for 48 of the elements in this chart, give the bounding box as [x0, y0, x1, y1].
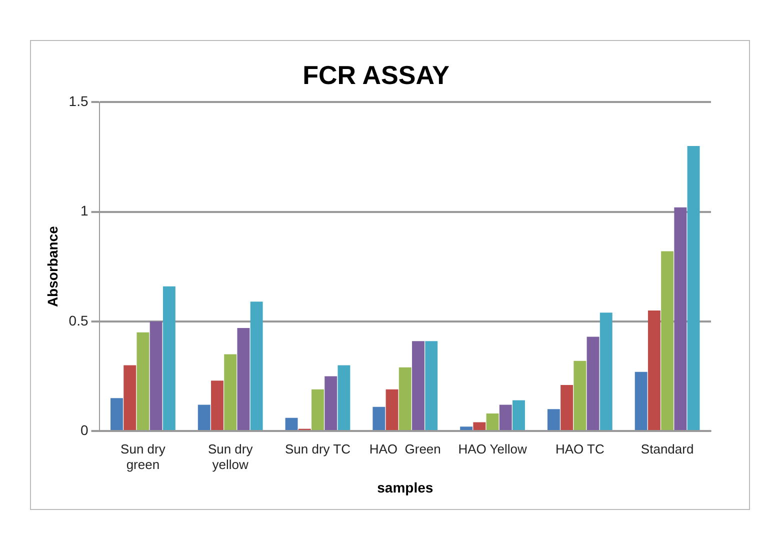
bar — [372, 406, 386, 430]
x-tick-label: Sun dry TC — [284, 441, 350, 456]
bar — [547, 409, 560, 430]
bar — [473, 422, 486, 430]
bar — [560, 384, 574, 430]
x-tick-label: HAO TC — [555, 441, 604, 456]
bar — [312, 389, 324, 430]
bar — [162, 286, 176, 430]
bar — [136, 332, 150, 430]
bar — [661, 251, 674, 430]
bar — [237, 328, 250, 430]
bar — [198, 404, 210, 430]
y-tick-label: 1.5 — [68, 93, 88, 110]
bar — [634, 372, 648, 430]
bar — [460, 426, 473, 430]
bar — [486, 413, 499, 430]
bar — [110, 398, 123, 430]
x-tick-label: HAO Yellow — [458, 441, 528, 456]
y-tick-label: 0 — [80, 422, 88, 438]
bar — [285, 418, 298, 430]
bar — [600, 312, 612, 430]
bar — [224, 354, 237, 430]
y-tick-label: 1 — [80, 202, 88, 219]
bar — [674, 207, 687, 430]
bar — [398, 367, 412, 430]
bar — [648, 310, 660, 430]
bar — [499, 404, 512, 430]
x-tick-label: Sun dry yellow — [208, 441, 254, 472]
bar — [250, 302, 263, 430]
bar — [687, 146, 700, 430]
bar — [512, 400, 525, 430]
x-axis-title: samples — [377, 479, 434, 496]
chart-title: FCR ASSAY — [302, 60, 450, 90]
x-tick-label: HAO Green — [369, 441, 441, 456]
bar — [425, 341, 438, 430]
y-tick-label: 0.5 — [68, 312, 88, 328]
bar — [211, 380, 224, 430]
y-axis-title: Absorbance — [44, 226, 60, 308]
bar — [386, 389, 398, 430]
bar — [124, 365, 136, 430]
bar — [324, 376, 338, 430]
bar — [412, 341, 424, 430]
x-tick-label: Sun dry green — [120, 441, 166, 472]
bar — [150, 321, 162, 430]
x-tick-label: Standard — [640, 441, 694, 456]
bar — [574, 360, 586, 430]
bar — [586, 336, 600, 430]
bar — [338, 365, 350, 430]
